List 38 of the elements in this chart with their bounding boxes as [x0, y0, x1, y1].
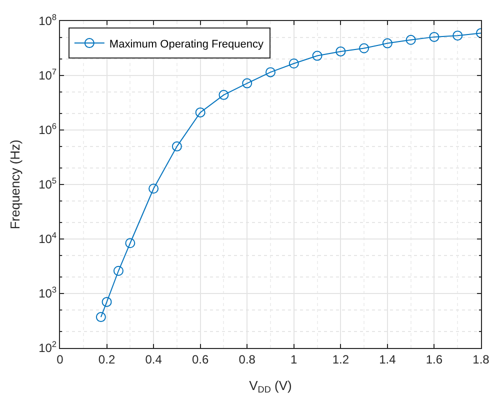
x-tick-label: 0.8 [238, 352, 256, 366]
point [195, 107, 206, 118]
y-tick-label: 10$^{4}$ [38, 230, 57, 246]
x-tick-label: 0 [56, 352, 64, 366]
point [218, 90, 229, 100]
point [96, 312, 106, 322]
y-tick-label: 10$^{7}$ [38, 66, 57, 83]
point [125, 238, 136, 248]
x-tick-label: 0.2 [98, 352, 116, 366]
y-tick-label: 10$^{2}$ [38, 339, 57, 356]
legend-label: Maximum Operating Frequency [109, 38, 264, 50]
x-tick-label: 0.6 [192, 352, 209, 366]
point [266, 67, 276, 78]
point [242, 78, 252, 88]
point [429, 32, 440, 42]
point [288, 58, 299, 68]
point [102, 296, 112, 307]
y-axis-title: Frequency (Hz) [8, 140, 23, 230]
point [148, 184, 159, 194]
y-tick-label: 10$^{8}$ [38, 12, 57, 28]
y-tick-label: 10$^{3}$ [38, 284, 57, 301]
point [382, 38, 392, 48]
point [406, 34, 416, 45]
x-tick-label: 1.8 [472, 352, 490, 366]
x-tick-label: 1.6 [426, 352, 443, 366]
point [172, 141, 182, 152]
y-tick-label: 10$^{5}$ [38, 176, 57, 192]
x-tick-label: 1.4 [379, 352, 396, 366]
x-axis-title: V$_{DD}$ (V) [249, 378, 292, 395]
point [312, 50, 322, 61]
point [336, 46, 346, 56]
x-tick-label: 1.2 [332, 352, 350, 366]
y-tick-label: 10$^{6}$ [38, 121, 57, 138]
point [452, 30, 463, 41]
point [113, 266, 124, 276]
x-tick-label: 0.4 [145, 352, 162, 366]
x-tick-label: 1 [290, 352, 298, 366]
point [359, 43, 370, 54]
